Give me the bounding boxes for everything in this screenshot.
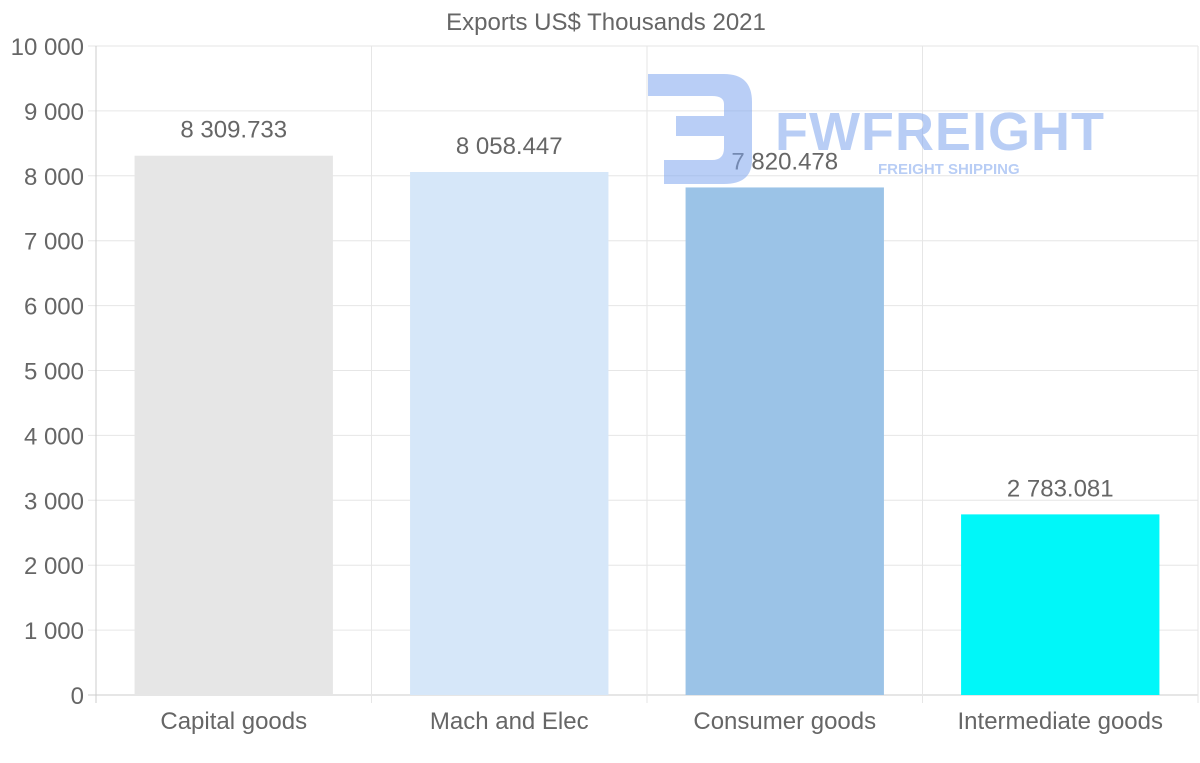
bar xyxy=(685,187,884,695)
y-tick-label: 9 000 xyxy=(24,99,84,126)
bar xyxy=(961,514,1160,695)
watermark-logo: FWFREIGHT FREIGHT SHIPPING xyxy=(648,74,1105,184)
bar xyxy=(134,155,333,695)
y-tick-label: 4 000 xyxy=(24,423,84,450)
watermark-brand: FWFREIGHT xyxy=(775,102,1105,162)
y-tick-label: 2 000 xyxy=(24,553,84,580)
bar-value-label: 8 309.733 xyxy=(180,117,287,144)
y-tick-label: 0 xyxy=(71,683,84,710)
logo-mark-icon xyxy=(648,74,752,184)
y-tick-label: 1 000 xyxy=(24,618,84,645)
chart-title: Exports US$ Thousands 2021 xyxy=(446,9,766,36)
x-tick-label: Mach and Elec xyxy=(430,708,589,735)
x-tick-label: Intermediate goods xyxy=(958,708,1163,735)
y-tick-label: 3 000 xyxy=(24,488,84,515)
x-tick-label: Consumer goods xyxy=(693,708,876,735)
x-tick-label: Capital goods xyxy=(160,708,307,735)
y-tick-label: 8 000 xyxy=(24,164,84,191)
bar xyxy=(410,172,609,696)
bar-value-label: 8 058.447 xyxy=(456,133,563,160)
bar-value-label: 2 783.081 xyxy=(1007,475,1114,502)
y-tick-label: 5 000 xyxy=(24,359,84,386)
bars xyxy=(134,155,1160,696)
y-tick-label: 7 000 xyxy=(24,229,84,256)
y-tick-label: 10 000 xyxy=(11,34,84,61)
y-tick-label: 6 000 xyxy=(24,294,84,321)
watermark-tagline: FREIGHT SHIPPING xyxy=(878,161,1020,178)
x-axis-ticks: Capital goods Mach and Elec Consumer goods… xyxy=(160,708,1163,735)
y-axis-ticks: 0 1 000 2 000 3 000 4 000 5 000 6 000 7 000 8 00… xyxy=(11,34,84,710)
